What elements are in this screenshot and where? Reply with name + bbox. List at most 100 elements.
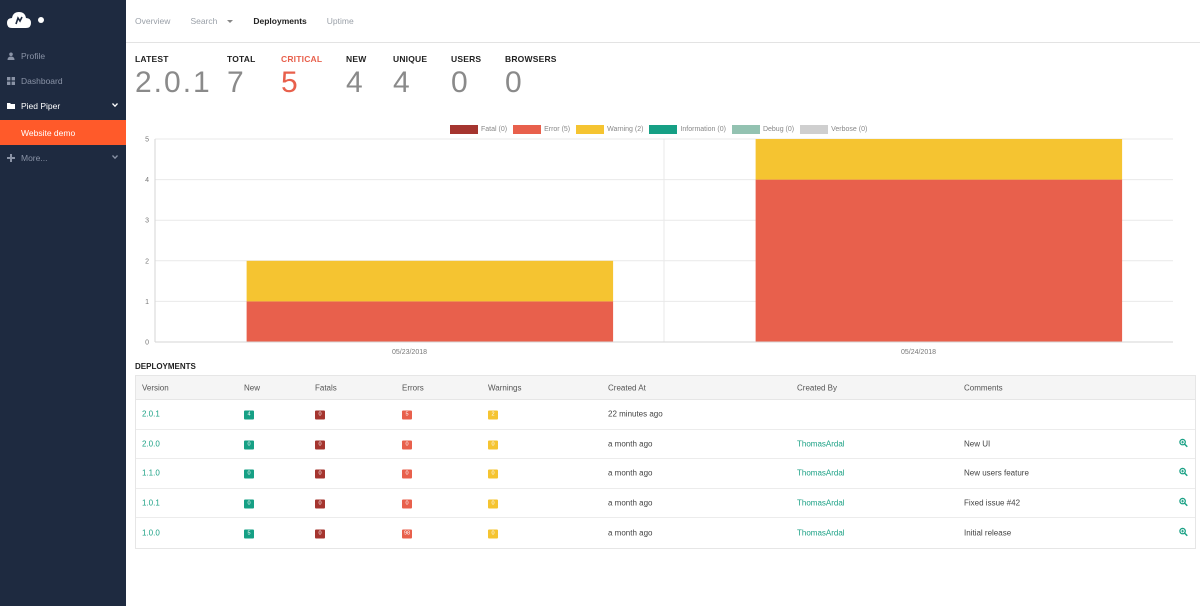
new-cell: 0	[244, 498, 254, 509]
table-row[interactable]: 2.0.1 4 0 5 2 22 minutes ago	[136, 400, 1195, 430]
created-at: a month ago	[608, 439, 653, 449]
details-button[interactable]	[1179, 497, 1188, 509]
legend-swatch	[513, 125, 542, 134]
errors-cell: 5	[402, 409, 412, 420]
version-link[interactable]: 1.1.0	[142, 468, 160, 478]
legend-item[interactable]: Information (0)	[649, 125, 726, 134]
warning-count-badge: 0	[488, 499, 498, 509]
legend-item[interactable]: Fatal (0)	[450, 125, 507, 134]
y-tick-label: 1	[145, 299, 149, 306]
sidebar-item-more[interactable]: More...	[0, 146, 126, 170]
stat-label: UNIQUE	[393, 54, 428, 64]
chevron-down-icon	[112, 155, 118, 160]
legend-swatch	[731, 125, 760, 134]
legend-label: Error (5)	[544, 126, 571, 133]
stat-label: BROWSERS	[505, 54, 557, 64]
fatal-count-badge: 0	[315, 529, 325, 539]
legend-item[interactable]: Debug (0)	[731, 125, 794, 134]
details-button[interactable]	[1179, 438, 1188, 449]
column-header: New	[244, 383, 261, 392]
warning-count-badge: 0	[488, 529, 498, 539]
stat-value: 0	[505, 66, 524, 99]
new-count-badge: 5	[244, 529, 254, 539]
new-count-badge: 4	[244, 410, 254, 420]
tab-label: Uptime	[326, 16, 354, 26]
logo[interactable]	[6, 10, 44, 30]
column-header: Version	[142, 383, 169, 392]
table-row[interactable]: 1.1.0 0 0 0 0 a month ago ThomasArdal New users…	[136, 459, 1195, 489]
cloud-logo-icon	[7, 12, 31, 28]
table-row[interactable]: 2.0.0 0 0 0 0 a month ago ThomasArdal New UI	[136, 430, 1195, 460]
zoom-in-icon	[1179, 438, 1188, 448]
errors-cell: 0	[402, 468, 412, 479]
sidebar-item-label: Profile	[21, 51, 46, 61]
new-cell: 4	[244, 409, 254, 420]
tab-label: Overview	[135, 16, 171, 26]
table-row[interactable]: 1.0.0 5 0 98 0 a month ago ThomasArdal Initial …	[136, 518, 1195, 548]
column-header: Created By	[797, 383, 838, 392]
new-count-badge: 0	[244, 440, 254, 450]
bar-segment-error[interactable]	[246, 301, 614, 342]
table-header: Version New Fatals Errors Warnings Created At…	[136, 376, 1195, 400]
x-tick-label: 05/24/2018	[901, 349, 936, 356]
table-row[interactable]: 1.0.1 0 0 0 0 a month ago ThomasArdal Fixed iss…	[136, 489, 1195, 519]
sidebar: Profile Dashboard Pied Piper Website dem…	[0, 0, 126, 606]
tab-label: Deployments	[253, 16, 307, 26]
sidebar-subitem-website-demo[interactable]: Website demo	[0, 120, 126, 145]
version-link[interactable]: 2.0.1	[142, 409, 160, 419]
created-by-link[interactable]: ThomasArdal	[797, 498, 845, 508]
stat-users: USERS 0	[451, 54, 481, 100]
created-at: a month ago	[608, 498, 653, 508]
sidebar-item-pied-piper[interactable]: Pied Piper	[0, 94, 126, 118]
details-button[interactable]	[1179, 527, 1188, 539]
version-link[interactable]: 1.0.1	[142, 498, 160, 508]
y-tick-label: 3	[145, 218, 149, 225]
new-cell: 5	[244, 528, 254, 539]
stat-value: 4	[346, 66, 365, 99]
tab-overview[interactable]: Overview	[135, 16, 170, 26]
created-by-link[interactable]: ThomasArdal	[797, 468, 845, 478]
version-link[interactable]: 2.0.0	[142, 439, 160, 449]
stat-unique: UNIQUE 4	[393, 54, 427, 100]
legend-swatch	[450, 125, 478, 134]
comment-text: New UI	[964, 439, 991, 449]
fatals-cell: 0	[315, 468, 325, 479]
bar-segment-error[interactable]	[755, 179, 1123, 342]
tab-search[interactable]: Search	[190, 16, 234, 26]
stat-value: 2.0.1	[135, 66, 212, 99]
new-count-badge: 0	[244, 499, 254, 509]
errors-cell: 98	[402, 528, 413, 539]
legend-swatch	[649, 125, 678, 134]
legend-label: Warning (2)	[607, 126, 644, 133]
sidebar-item-dashboard[interactable]: Dashboard	[0, 69, 126, 93]
chart-svg: 0 1 2 3 4 5 05/23/2018 05/24/2018	[145, 137, 1173, 356]
created-by-link[interactable]: ThomasArdal	[797, 439, 845, 449]
legend-swatch	[576, 125, 605, 134]
sidebar-item-profile[interactable]: Profile	[0, 44, 126, 68]
column-header: Fatals	[315, 383, 337, 392]
tab-deployments[interactable]: Deployments	[253, 16, 306, 26]
error-count-badge: 5	[402, 410, 412, 420]
stat-value: 7	[227, 66, 246, 99]
legend-item[interactable]: Error (5)	[513, 125, 570, 134]
bar-segment-warning[interactable]	[246, 260, 614, 302]
y-tick-label: 0	[145, 340, 149, 347]
warnings-cell: 0	[488, 438, 498, 450]
warning-count-badge: 0	[488, 469, 498, 479]
bar-segment-warning[interactable]	[755, 139, 1123, 180]
created-at: a month ago	[608, 528, 653, 538]
zoom-in-icon	[1179, 468, 1188, 477]
comment-text: New users feature	[964, 468, 1029, 478]
details-button[interactable]	[1179, 468, 1188, 479]
legend-item[interactable]: Warning (2)	[576, 125, 643, 134]
legend-label: Information (0)	[680, 126, 726, 133]
fatal-count-badge: 0	[315, 499, 325, 509]
version-link[interactable]: 1.0.0	[142, 528, 160, 538]
created-at: a month ago	[608, 468, 653, 478]
legend-item[interactable]: Verbose (0)	[800, 125, 867, 134]
chevron-down-icon	[112, 103, 118, 108]
stat-value: 0	[451, 66, 470, 99]
created-by-link[interactable]: ThomasArdal	[797, 528, 845, 538]
stat-label: LATEST	[135, 54, 169, 64]
tab-uptime[interactable]: Uptime	[327, 16, 354, 26]
